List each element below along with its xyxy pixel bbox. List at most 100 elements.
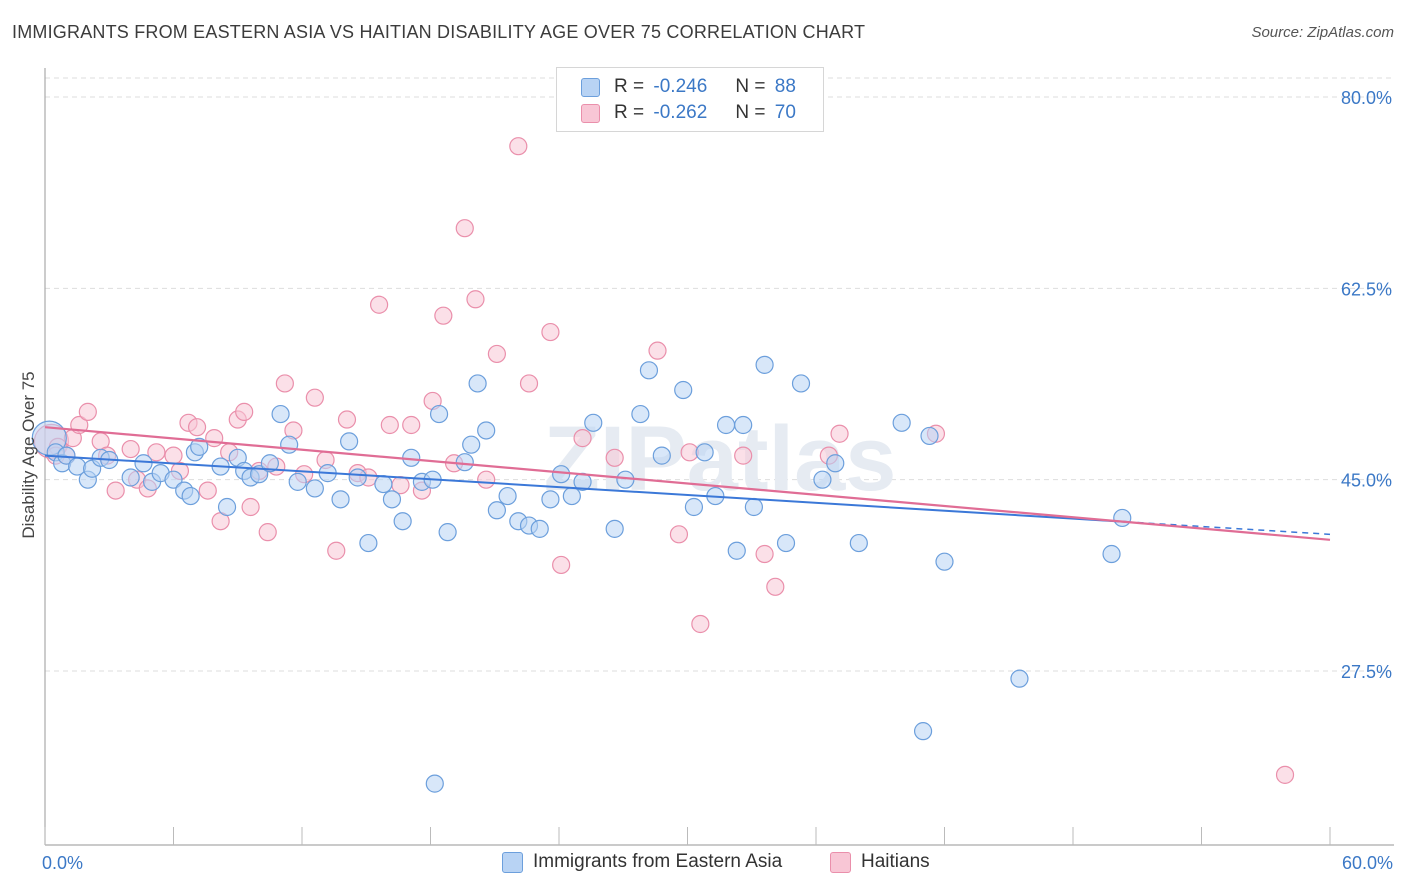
n-label: N = [735,76,766,97]
point-eastern-asia [359,533,378,553]
point-eastern-asia [271,404,290,424]
point-eastern-asia [826,454,845,473]
blue-swatch-icon [581,77,600,97]
point-haitians [187,418,207,437]
point-eastern-asia [477,421,496,440]
point-haitians [402,415,421,435]
n-value: 70 [774,102,796,123]
n-value: 88 [774,76,796,97]
point-eastern-asia [468,374,487,393]
point-haitians [198,481,217,500]
trend-lines [44,426,1331,541]
point-haitians [648,341,667,360]
point-eastern-asia [260,454,279,473]
point-eastern-asia [487,501,506,520]
point-eastern-asia [280,435,299,454]
point-haitians [121,439,140,459]
point-eastern-asia [305,479,324,498]
point-eastern-asia [340,432,359,451]
legend-item-haitians: Haitians [830,851,930,873]
point-eastern-asia [562,486,581,506]
point-eastern-asia [530,519,549,538]
point-eastern-asia [791,374,811,393]
point-haitians [205,429,224,448]
point-eastern-asia [935,552,954,571]
point-eastern-asia [190,437,209,456]
point-eastern-asia [716,415,736,435]
point-haitians [755,544,774,564]
grid-lines [45,77,1394,672]
stats-legend: R = -0.246 N = 88 R = -0.262 N = 70 [556,67,824,132]
point-eastern-asia [374,474,393,494]
point-eastern-asia [429,404,449,424]
point-haitians [487,344,506,364]
y-tick-labels: 27.5% 45.0% 62.5% 80.0% [1341,88,1392,682]
x-tick-labels: 0.0% 60.0% [42,853,1393,873]
point-eastern-asia [181,486,200,506]
point-eastern-asia [288,472,307,491]
point-haitians [164,446,183,465]
pink-swatch-icon [581,103,600,123]
point-eastern-asia [134,454,153,473]
point-eastern-asia [393,512,412,531]
point-eastern-asia [652,446,671,465]
point-haitians [830,424,849,443]
point-eastern-asia [727,541,746,560]
stats-row-eastern-asia: R = -0.246 N = 88 [581,75,796,99]
r-value: -0.262 [653,102,708,123]
x-tick-label: 0.0% [42,853,83,873]
point-eastern-asia [1102,544,1121,564]
point-haitians [605,448,624,467]
point-haitians [1275,765,1295,784]
point-haitians [455,219,474,238]
point-haitians [380,415,399,435]
point-haitians [519,374,539,393]
point-haitians [235,402,254,421]
point-eastern-asia [541,490,560,509]
point-eastern-asia [455,453,474,472]
point-eastern-asia [498,486,517,506]
y-tick-label: 45.0% [1341,471,1392,491]
point-eastern-asia [605,519,624,538]
point-eastern-asia [734,415,753,435]
point-haitians [691,614,710,634]
point-eastern-asia [892,413,911,432]
point-haitians [275,374,294,393]
point-eastern-asia [920,426,939,446]
point-haitians [766,577,785,596]
point-haitians [370,295,389,314]
y-axis-label: Disability Age Over 75 [19,371,38,538]
point-eastern-asia [755,355,774,374]
r-value: -0.246 [653,76,708,97]
pink-swatch-icon [830,851,851,873]
point-haitians [327,541,346,560]
point-haitians [258,523,277,542]
point-haitians [541,322,560,342]
point-eastern-asia [552,465,571,484]
point-haitians [509,137,528,156]
point-eastern-asia [438,523,457,542]
point-haitians [734,446,753,465]
point-eastern-asia [462,435,481,454]
point-eastern-asia [217,497,237,517]
stats-row-haitians: R = -0.262 N = 70 [581,101,796,125]
point-eastern-asia [684,497,704,517]
point-eastern-asia [1113,508,1132,528]
legend-label: Immigrants from Eastern Asia [533,851,783,872]
chart-title: IMMIGRANTS FROM EASTERN ASIA VS HAITIAN … [12,22,866,42]
point-eastern-asia [1010,669,1029,688]
point-eastern-asia [639,361,659,380]
point-eastern-asia [813,470,832,489]
y-tick-label: 80.0% [1341,88,1392,108]
trend-line-haitians [44,426,1331,541]
point-eastern-asia [164,470,183,489]
point-haitians [477,470,496,489]
r-label: R = [614,76,645,97]
point-haitians [147,443,166,462]
point-haitians [552,555,571,575]
point-haitians [106,481,125,500]
point-eastern-asia [674,380,693,400]
point-haitians [434,306,453,325]
legend-label: Haitians [861,851,930,872]
